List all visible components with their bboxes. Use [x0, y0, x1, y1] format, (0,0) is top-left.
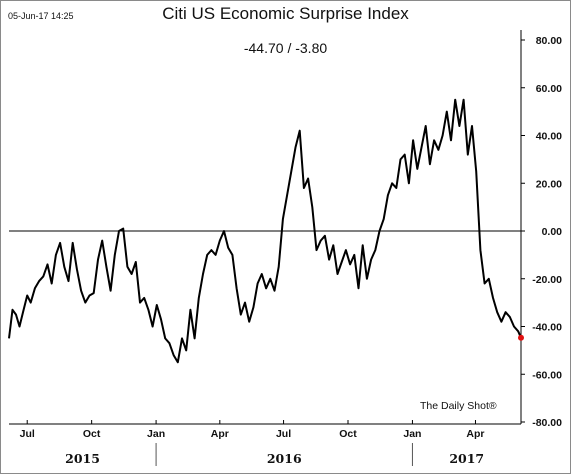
- year-label: 2016: [267, 451, 302, 466]
- y-tick-label: -80.00: [532, 417, 562, 429]
- source-label: The Daily Shot®: [420, 400, 497, 412]
- x-tick-label: Jan: [403, 428, 421, 440]
- x-tick-label: Apr: [211, 428, 229, 440]
- x-tick-label: Jul: [20, 428, 35, 440]
- y-tick-label: 20.00: [536, 178, 562, 190]
- x-tick-label: Jul: [276, 428, 291, 440]
- y-tick-label: -40.00: [532, 322, 562, 334]
- timestamp: 05-Jun-17 14:25: [8, 11, 74, 21]
- y-tick-label: 80.00: [536, 35, 562, 47]
- y-tick-label: -60.00: [532, 369, 562, 381]
- x-tick-label: Oct: [83, 428, 101, 440]
- chart-title: Citi US Economic Surprise Index: [162, 4, 409, 23]
- x-tick-label: Apr: [466, 428, 484, 440]
- y-tick-label: -20.00: [532, 274, 562, 286]
- series-line: [8, 98, 522, 364]
- year-label: 2017: [449, 451, 484, 466]
- year-label: 2015: [65, 451, 100, 466]
- y-tick-label: 40.00: [536, 131, 562, 143]
- y-tick-label: 0.00: [542, 226, 563, 238]
- chart-subtitle: -44.70 / -3.80: [243, 40, 328, 56]
- last-point-marker: [518, 334, 524, 341]
- x-tick-label: Oct: [339, 428, 357, 440]
- y-tick-label: 60.00: [536, 83, 562, 95]
- x-tick-label: Jan: [147, 428, 165, 440]
